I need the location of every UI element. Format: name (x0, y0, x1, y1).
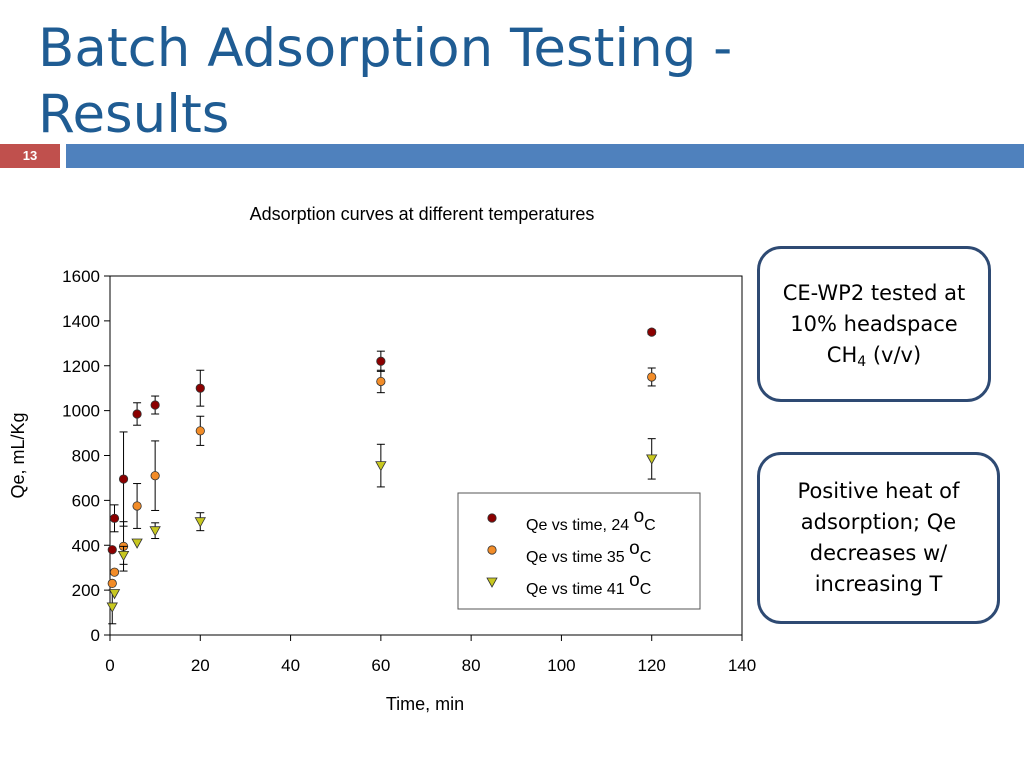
y-tick-label: 200 (72, 581, 100, 600)
x-tick-label: 60 (371, 656, 390, 675)
data-point (106, 602, 118, 613)
slide-number: 13 (0, 144, 60, 168)
adsorption-chart: Adsorption curves at different temperatu… (8, 204, 756, 714)
data-point (109, 567, 120, 577)
y-tick-label: 0 (91, 626, 100, 645)
chart-title: Adsorption curves at different temperatu… (250, 204, 595, 224)
callout-text-part: (v/v) (866, 342, 922, 367)
legend-marker (487, 545, 497, 555)
data-point (107, 545, 117, 555)
legend: Qe vs time, 24 oC Qe vs time 35 oC Qe vs t… (457, 492, 701, 610)
slide-title: Batch Adsorption Testing - Results (38, 18, 733, 145)
y-tick-label: 400 (72, 536, 100, 555)
data-point (150, 471, 160, 481)
callout-heat-of-adsorption: Positive heat of adsorption; Qe decrease… (757, 452, 1000, 624)
data-point (132, 501, 142, 511)
series-2 (107, 367, 657, 588)
data-point (375, 461, 387, 472)
legend-marker (486, 577, 498, 588)
legend-entry: Qe vs time 35 oC (526, 538, 651, 566)
data-point (149, 526, 161, 537)
data-point (108, 589, 121, 600)
data-point (117, 550, 130, 562)
x-axis-label: Time, min (386, 694, 464, 714)
data-point (646, 454, 658, 465)
data-point (131, 538, 143, 549)
x-tick-label: 80 (462, 656, 481, 675)
title-accent-bar (66, 144, 1024, 168)
legend-entry: Qe vs time, 24 oC (526, 506, 656, 534)
y-tick-label: 1000 (62, 402, 100, 421)
data-point (376, 356, 386, 366)
data-point (647, 372, 657, 382)
data-point (195, 383, 205, 393)
data-point (647, 327, 657, 337)
legend-box (457, 492, 701, 610)
y-tick-label: 1600 (62, 267, 100, 286)
x-tick-label: 140 (728, 656, 756, 675)
series-3 (106, 438, 658, 625)
x-tick-label: 100 (547, 656, 575, 675)
data-point (132, 409, 142, 419)
x-tick-label: 0 (105, 656, 114, 675)
callout-test-conditions: CE-WP2 tested at 10% headspace CH4 (v/v) (757, 246, 991, 402)
data-point (109, 513, 120, 523)
callout-text-part: CE-WP2 tested at 10% headspace CH (782, 280, 966, 367)
x-tick-label: 20 (191, 656, 210, 675)
callout-test-conditions-text: CE-WP2 tested at 10% headspace CH4 (v/v) (770, 278, 978, 371)
y-tick-label: 1200 (62, 357, 100, 376)
data-point (195, 426, 205, 436)
legend-marker (487, 513, 497, 523)
subscript-4: 4 (857, 353, 867, 370)
callout-heat-of-adsorption-text: Positive heat of adsorption; Qe decrease… (797, 479, 960, 596)
legend-entry: Qe vs time 41 oC (526, 570, 651, 598)
y-tick-label: 1400 (62, 312, 100, 331)
y-axis-label: Qe, mL/Kg (8, 412, 28, 498)
data-point (118, 474, 129, 484)
data-point (107, 578, 117, 588)
y-tick-label: 800 (72, 447, 100, 466)
data-point (376, 376, 386, 387)
data-point (150, 400, 160, 410)
x-tick-label: 40 (281, 656, 300, 675)
y-tick-label: 600 (72, 491, 100, 510)
data-point (194, 517, 206, 528)
x-tick-label: 120 (638, 656, 666, 675)
